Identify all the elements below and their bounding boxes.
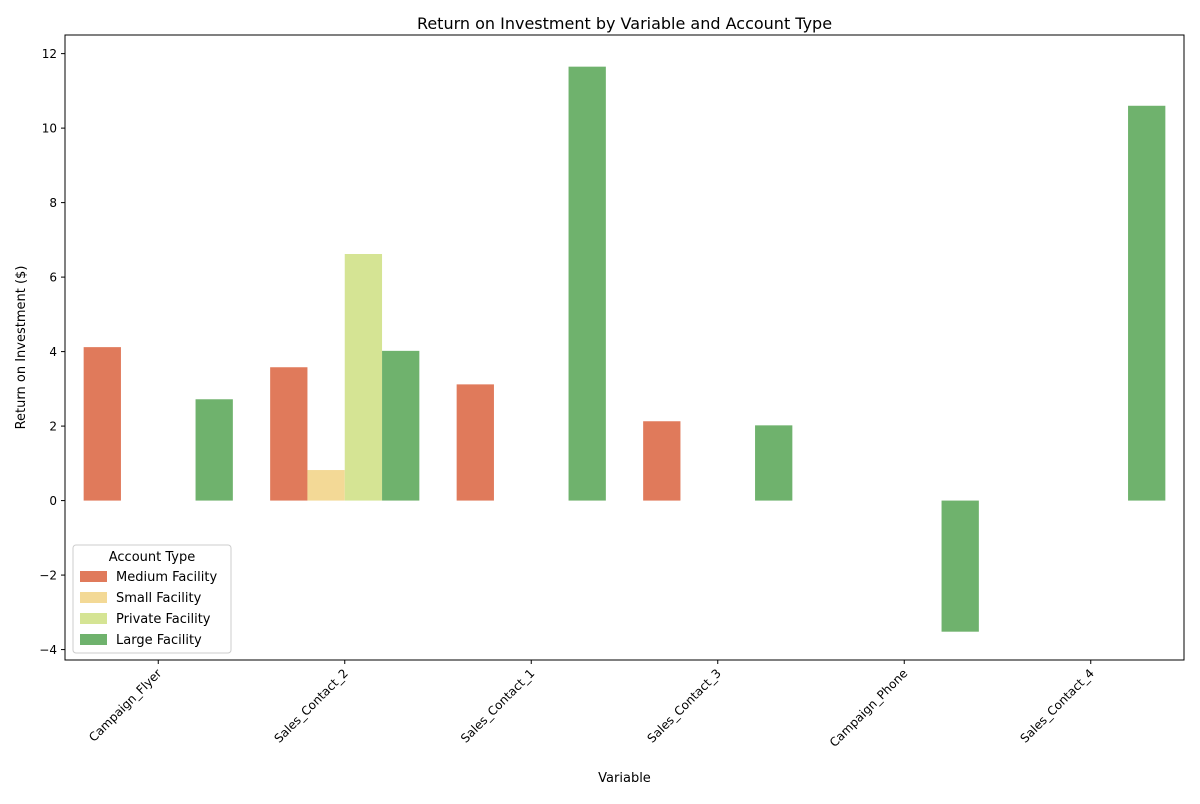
legend-label: Large Facility: [116, 633, 202, 648]
legend-swatch: [80, 634, 107, 645]
y-tick-label: −4: [39, 643, 57, 657]
legend-swatch: [80, 592, 107, 603]
bar-large-facility-campaign-flyer: [195, 399, 233, 501]
x-tick-label: Sales_Contact_1: [458, 666, 537, 745]
y-axis-label: Return on Investment ($): [14, 266, 29, 430]
legend-box: [72, 544, 232, 654]
y-tick-label: 10: [42, 122, 57, 136]
bar-medium-facility-sales-contact-3: [643, 421, 681, 501]
legend-label: Private Facility: [116, 612, 211, 627]
x-axis: Campaign_Flyer Sales_Contact_2 Sales_Conta…: [86, 660, 1097, 750]
bar-large-facility-sales-contact-3: [755, 425, 793, 501]
y-tick-label: 0: [49, 494, 57, 508]
bar-large-facility-sales-contact-2: [382, 350, 420, 501]
bars-group: [83, 66, 1166, 632]
bar-large-facility-sales-contact-4: [1128, 105, 1166, 501]
bar-medium-facility-sales-contact-1: [456, 384, 494, 501]
bar-medium-facility-sales-contact-2: [270, 367, 308, 501]
y-tick-label: 6: [49, 271, 57, 285]
x-tick-label: Sales_Contact_3: [644, 666, 723, 745]
bar-private-facility-sales-contact-2: [344, 254, 383, 501]
x-tick-label: Campaign_Flyer: [86, 666, 164, 744]
y-axis: −4 −2 0 2 4 6 8 10 12: [39, 47, 65, 657]
x-tick-label: Sales_Contact_4: [1017, 666, 1096, 745]
x-axis-label: Variable: [598, 771, 651, 786]
bar-medium-facility-campaign-flyer: [83, 347, 121, 501]
bar-large-facility-campaign-phone: [941, 500, 979, 632]
legend-swatch: [80, 571, 107, 582]
legend-title: Account Type: [109, 550, 195, 565]
y-tick-label: 2: [49, 420, 57, 434]
bar-large-facility-sales-contact-1: [568, 66, 606, 501]
legend: Account Type Medium Facility Small Facili…: [72, 544, 232, 654]
x-tick-label: Sales_Contact_2: [271, 666, 350, 745]
legend-swatch: [80, 613, 107, 624]
x-tick-label: Campaign_Phone: [827, 666, 911, 750]
plot-frame: [64, 34, 1185, 661]
y-tick-label: 8: [49, 196, 57, 210]
y-tick-label: 12: [42, 47, 57, 61]
chart-title: Return on Investment by Variable and Acc…: [417, 14, 832, 33]
legend-label: Small Facility: [116, 591, 202, 606]
bar-small-facility-sales-contact-2: [307, 470, 345, 501]
y-tick-label: 4: [49, 345, 57, 359]
y-tick-label: −2: [39, 569, 57, 583]
legend-label: Medium Facility: [116, 570, 217, 585]
